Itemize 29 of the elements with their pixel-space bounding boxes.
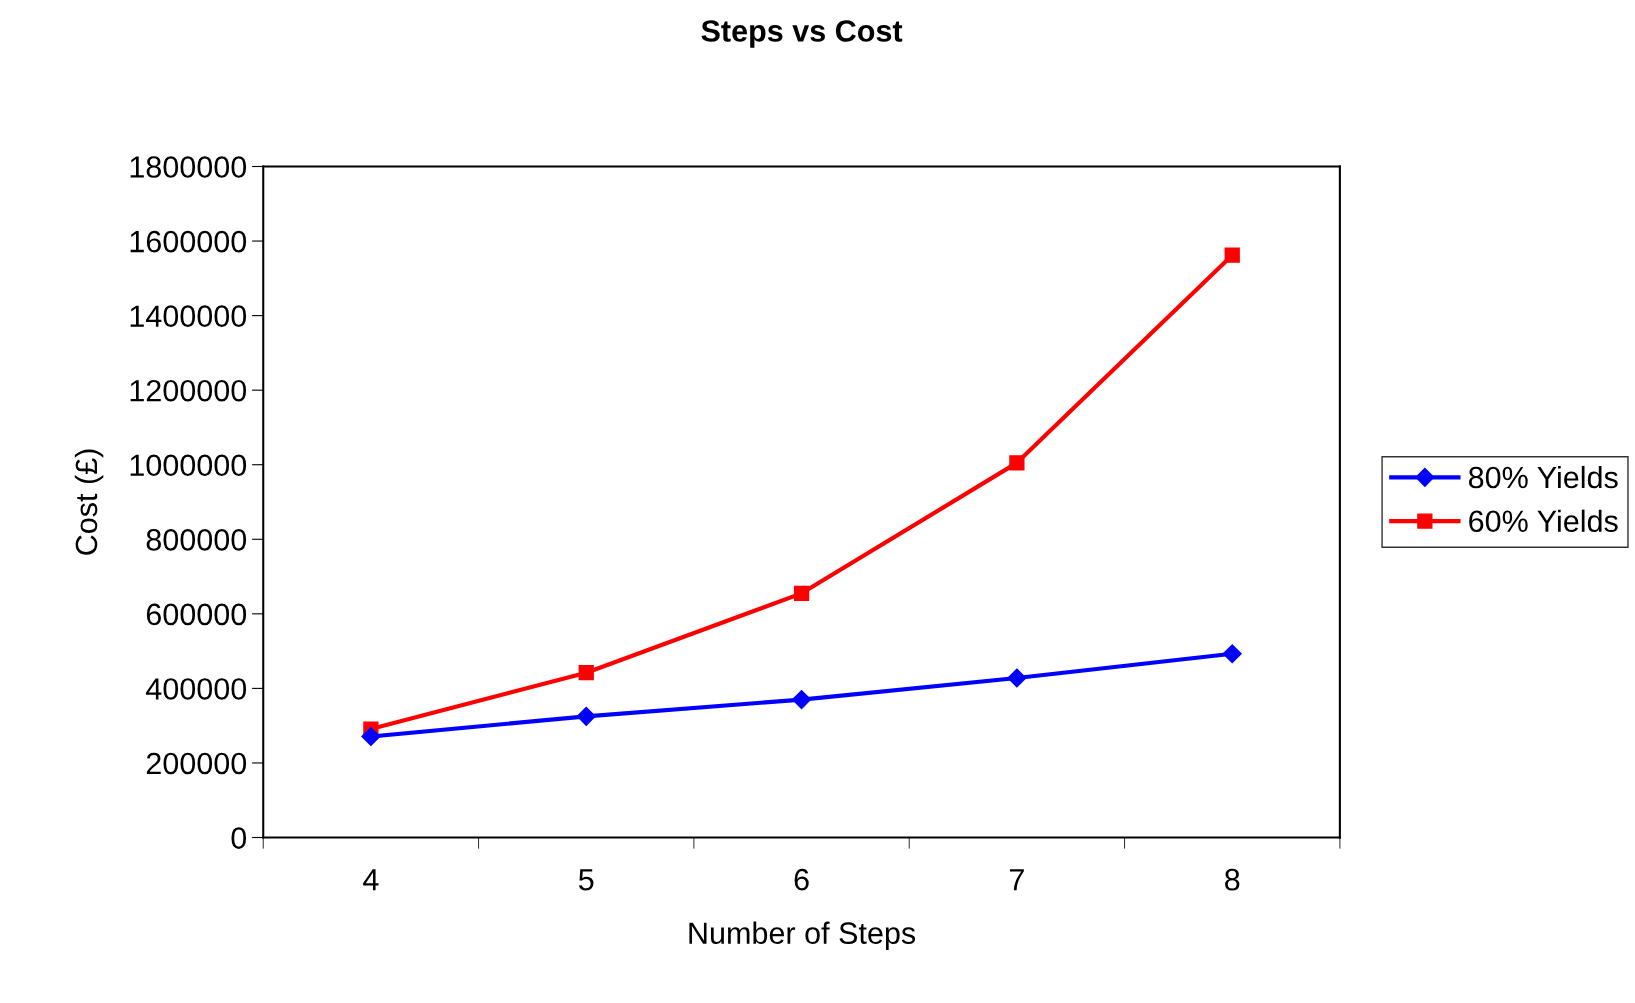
x-tick-label: 7 — [1009, 869, 1024, 891]
y-tick-label: 1600000 — [130, 230, 247, 253]
y-tick-label: 800000 — [146, 529, 247, 551]
y-tick-label: 1800000 — [130, 156, 247, 178]
x-tick-label: 4 — [363, 869, 379, 891]
point — [576, 706, 596, 726]
point — [361, 726, 381, 747]
y-axis-title: Cost (£) — [74, 449, 104, 555]
chart-title: Steps vs Cost — [701, 20, 903, 48]
legend-label: 80% Yields — [1468, 465, 1618, 489]
point — [792, 690, 812, 710]
x-tick-label: 6 — [794, 868, 809, 891]
point — [578, 665, 594, 681]
point — [1222, 644, 1242, 664]
y-tick-label: 600000 — [146, 603, 247, 626]
point — [793, 585, 810, 601]
y-tick-label: 200000 — [146, 752, 247, 775]
y-tick-label: 1000000 — [130, 454, 247, 477]
point — [1007, 668, 1027, 688]
x-tick-label: 5 — [578, 869, 594, 891]
point — [1009, 455, 1025, 471]
y-tick-label: 1200000 — [130, 379, 247, 402]
y-tick-label: 400000 — [146, 678, 247, 700]
point — [1224, 247, 1240, 263]
legend-label: 60% Yields — [1469, 509, 1618, 533]
y-tick-label: 0 — [231, 827, 247, 849]
y-tick-label: 1400000 — [130, 305, 247, 327]
x-axis-title: Number of Steps — [689, 921, 916, 951]
x-tick-label: 8 — [1225, 868, 1240, 891]
